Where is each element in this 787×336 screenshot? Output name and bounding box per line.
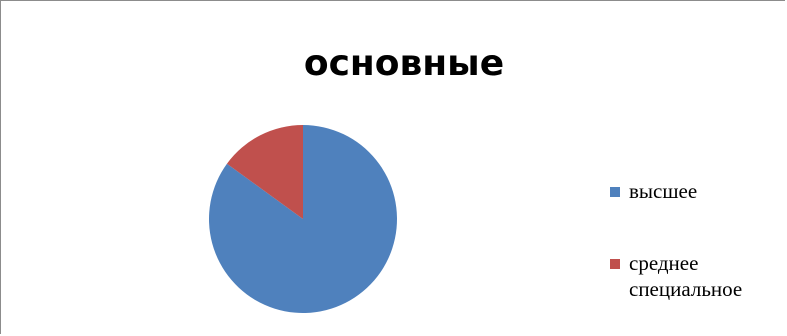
legend-label: высшее [629,179,698,203]
pie-slices [208,125,397,314]
pie-slice-vysshee [208,125,397,314]
legend-label: среднее специальное [629,251,743,301]
legend: высшее среднее специальное [610,178,742,302]
legend-swatch [610,187,620,197]
legend-item-vysshee: высшее [610,178,742,204]
legend-item-srednee-spetsialnoe: среднее специальное [610,250,742,302]
chart-title: основные [303,43,505,84]
legend-swatch [610,259,620,269]
pie-slice-srednee-spetsialnoe [226,125,303,219]
